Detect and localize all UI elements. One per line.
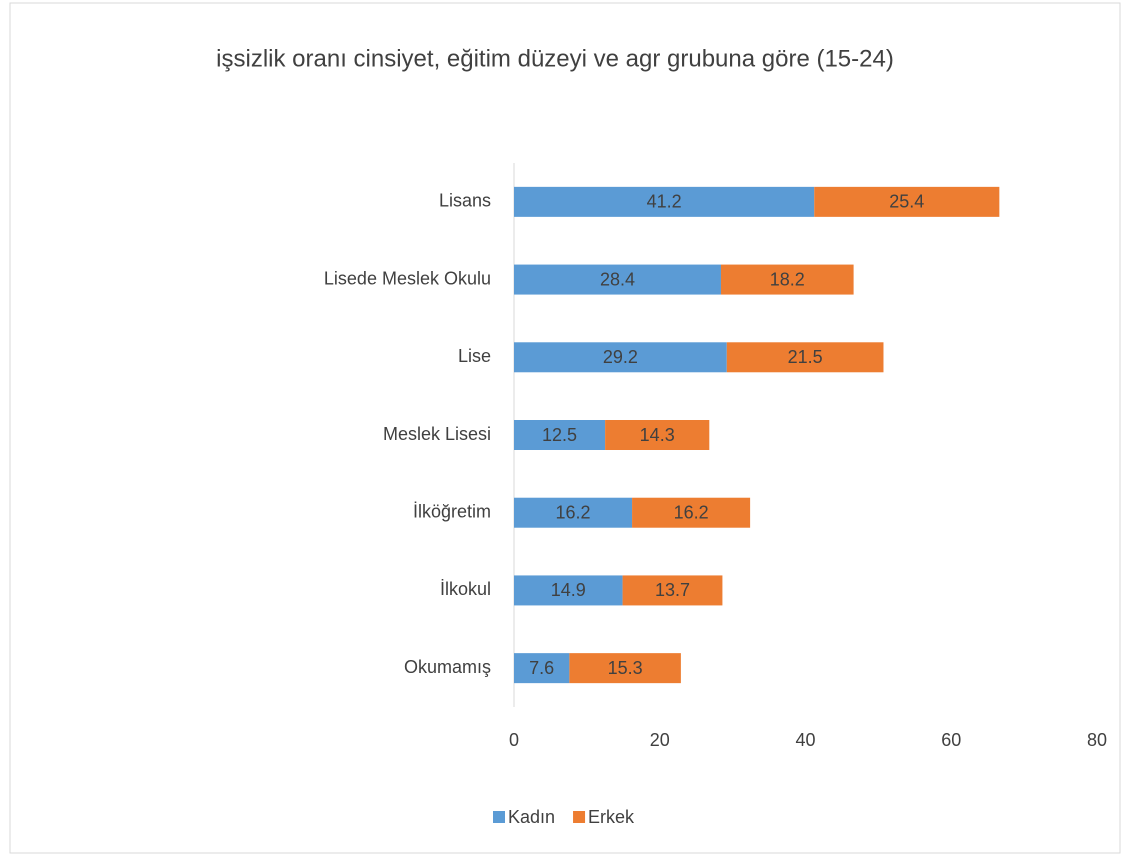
bar-segment (622, 575, 723, 606)
bar-segment (514, 186, 815, 217)
legend-label: Kadın (508, 807, 555, 827)
bar-segment (814, 186, 1000, 217)
y-tick-label: İlköğretim (413, 501, 491, 521)
bar-segment (514, 420, 606, 450)
data-label: 14.3 (640, 425, 675, 445)
legend-label: Erkek (588, 807, 635, 827)
bar-segment (569, 653, 681, 684)
y-tick-label: Lisans (439, 191, 491, 211)
data-label: 14.9 (551, 580, 586, 600)
chart-title: işsizlik oranı cinsiyet, eğitim düzeyi v… (216, 45, 894, 72)
legend-swatch (493, 811, 505, 823)
y-tick-label: Lisede Meslek Okulu (324, 268, 491, 288)
y-tick-label: Okumamış (404, 657, 491, 677)
data-label: 13.7 (655, 580, 690, 600)
bar-segment (726, 342, 884, 373)
data-label: 12.5 (542, 425, 577, 445)
bar-segment (514, 264, 721, 295)
legend-swatch (573, 811, 586, 823)
bar-segment (514, 497, 633, 528)
data-label: 16.2 (674, 502, 709, 522)
y-tick-label: Meslek Lisesi (383, 424, 491, 444)
data-label: 15.3 (608, 658, 643, 678)
data-label: 21.5 (788, 347, 823, 367)
bar-segment (605, 420, 710, 450)
bar-segment (720, 264, 854, 295)
data-label: 25.4 (889, 192, 924, 212)
bar-segment (514, 575, 623, 606)
data-label: 16.2 (556, 502, 591, 522)
bar-segment (514, 653, 570, 684)
x-tick-label: 60 (941, 730, 961, 750)
x-tick-label: 20 (650, 730, 670, 750)
y-tick-label: İlkokul (440, 579, 491, 599)
data-label: 18.2 (770, 269, 805, 289)
data-label: 29.2 (603, 347, 638, 367)
bar-segment (632, 497, 751, 528)
x-tick-label: 0 (509, 730, 519, 750)
x-tick-label: 40 (795, 730, 815, 750)
x-tick-label: 80 (1087, 730, 1107, 750)
data-label: 28.4 (600, 269, 635, 289)
bar-segment (514, 342, 727, 373)
data-label: 7.6 (529, 658, 554, 678)
data-label: 41.2 (647, 192, 682, 212)
y-tick-label: Lise (458, 346, 491, 366)
